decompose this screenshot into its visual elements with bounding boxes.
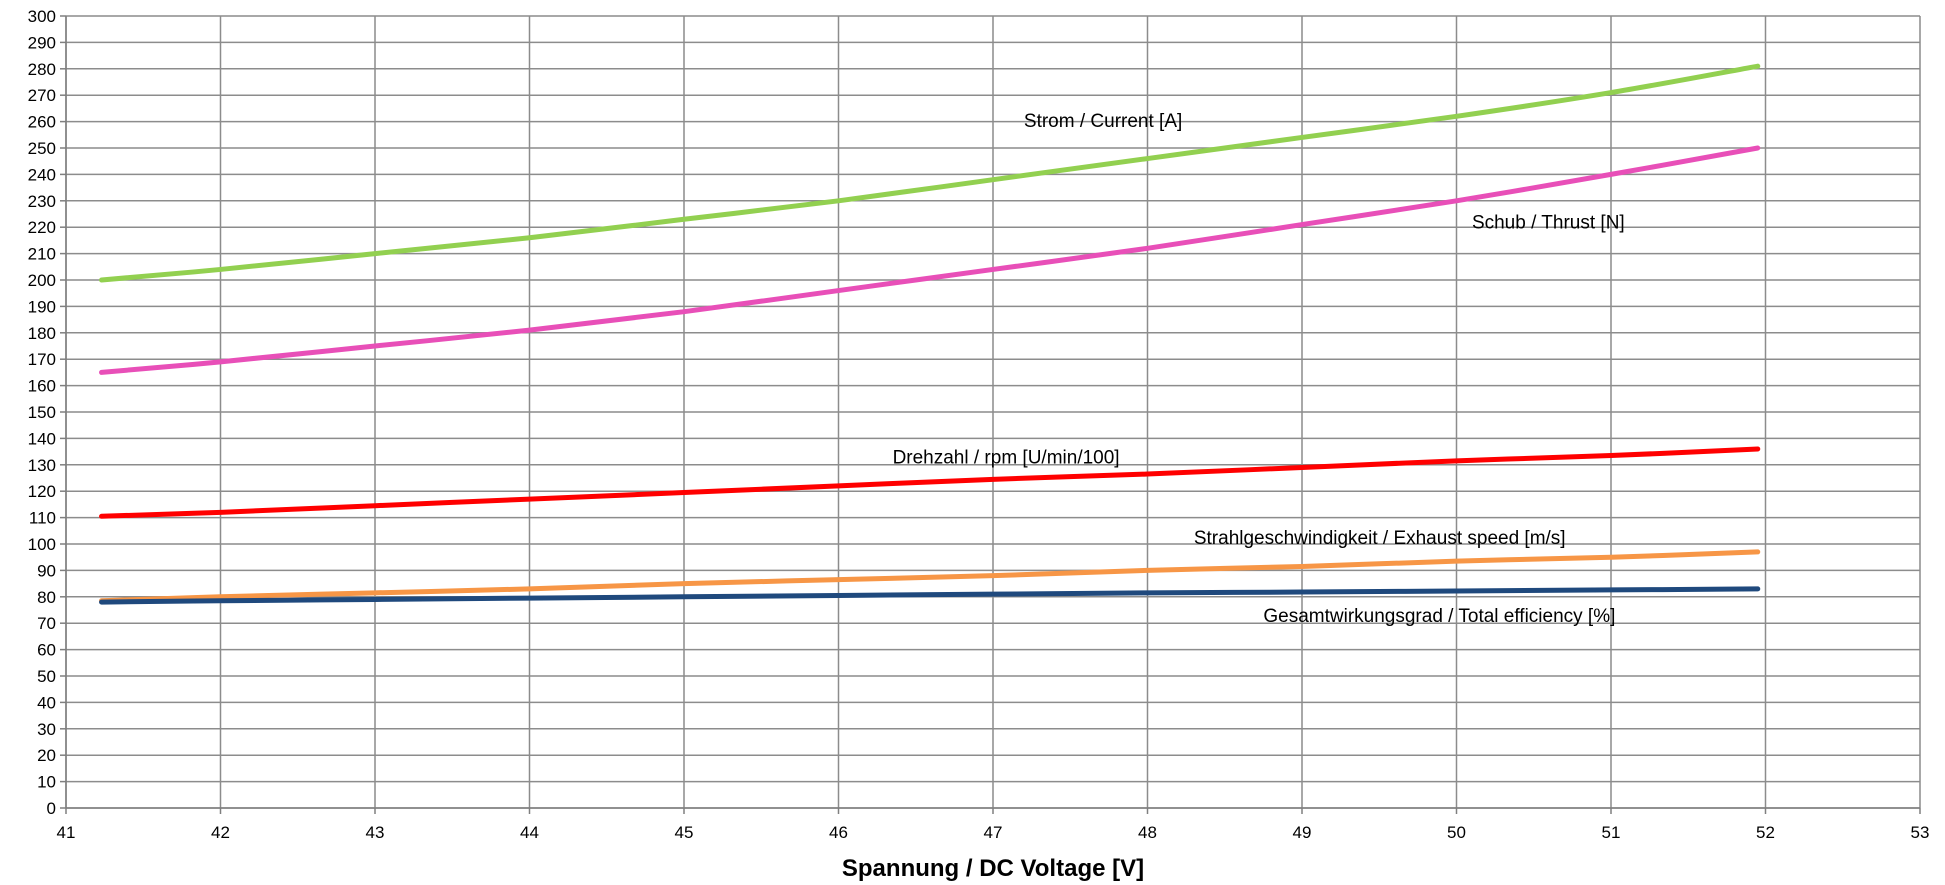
y-tick-label: 20 — [37, 746, 56, 765]
gridlines — [65, 15, 1921, 809]
y-tick-label: 60 — [37, 641, 56, 660]
x-tick-label: 48 — [1138, 823, 1157, 842]
y-tick-label: 40 — [37, 693, 56, 712]
series-label-3: Drehzahl / rpm [U/min/100] — [893, 447, 1120, 468]
y-tick-label: 160 — [28, 377, 56, 396]
y-tick-label: 300 — [28, 7, 56, 26]
y-tick-label: 140 — [28, 429, 56, 448]
y-tick-label: 30 — [37, 720, 56, 739]
y-tick-label: 150 — [28, 403, 56, 422]
y-tick-label: 80 — [37, 588, 56, 607]
x-tick-label: 47 — [984, 823, 1003, 842]
y-tick-label: 110 — [29, 509, 56, 528]
y-tick-label: 290 — [28, 33, 56, 52]
x-tick-label: 51 — [1602, 823, 1621, 842]
y-tick-label: 270 — [28, 86, 56, 105]
x-tick-label: 52 — [1756, 823, 1775, 842]
series-lines — [99, 63, 1761, 605]
y-tick-label: 210 — [28, 245, 56, 264]
series-label-5: Gesamtwirkungsgrad / Total efficiency [%… — [1263, 606, 1615, 627]
series-line-4 — [99, 549, 1761, 604]
y-tick-label: 240 — [28, 165, 56, 184]
y-tick-label: 200 — [28, 271, 56, 290]
y-tick-label: 280 — [28, 60, 56, 79]
y-tick-label: 230 — [28, 192, 56, 211]
x-axis-tick-labels: 41 42 43 44 45 46 47 48 49 50 51 52 53 — [57, 823, 1930, 842]
x-tick-label: 44 — [520, 823, 539, 842]
series-label-2: Schub / Thrust [N] — [1472, 213, 1625, 234]
series-label-1: Strom / Current [A] — [1024, 111, 1182, 132]
series-line-1 — [99, 63, 1761, 283]
x-tick-label: 42 — [211, 823, 230, 842]
y-tick-label: 170 — [28, 350, 56, 369]
series-line-3 — [99, 446, 1761, 519]
y-tick-label: 220 — [28, 218, 56, 237]
y-tick-label: 10 — [37, 773, 56, 792]
y-tick-label: 50 — [37, 667, 56, 686]
x-tick-label: 41 — [57, 823, 76, 842]
y-axis-tick-labels: 0 10 20 30 40 50 60 70 80 90 100 110 120 130 140 150 160… — [28, 7, 56, 818]
series-label-4: Strahlgeschwindigkeit / Exhaust speed [m… — [1194, 528, 1566, 549]
series-annotations: Strom / Current [A] Schub / Thrust [N] Dre… — [893, 111, 1625, 627]
x-tick-label: 43 — [366, 823, 385, 842]
y-tick-label: 250 — [28, 139, 56, 158]
y-tick-label: 70 — [37, 614, 56, 633]
y-tick-label: 90 — [37, 561, 56, 580]
x-tick-label: 45 — [675, 823, 694, 842]
y-tick-label: 0 — [47, 799, 56, 818]
series-line-5 — [99, 586, 1761, 605]
y-tick-label: 130 — [28, 456, 56, 475]
x-tick-label: 46 — [829, 823, 848, 842]
y-tick-label: 120 — [28, 482, 56, 501]
y-tick-label: 180 — [28, 324, 56, 343]
x-tick-label: 50 — [1447, 823, 1466, 842]
x-axis-title: Spannung / DC Voltage [V] — [842, 855, 1144, 882]
axes — [60, 15, 1921, 814]
y-tick-label: 100 — [28, 535, 56, 554]
series-line-2 — [99, 145, 1761, 375]
y-tick-label: 190 — [28, 297, 56, 316]
x-tick-label: 49 — [1293, 823, 1312, 842]
x-tick-label: 53 — [1911, 823, 1930, 842]
y-tick-label: 260 — [28, 113, 56, 132]
